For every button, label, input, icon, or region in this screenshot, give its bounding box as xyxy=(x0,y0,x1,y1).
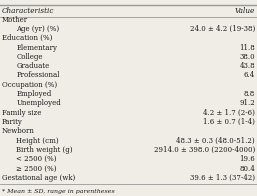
Text: Parity: Parity xyxy=(2,118,23,126)
Text: Education (%): Education (%) xyxy=(2,34,52,42)
Text: Characteristic: Characteristic xyxy=(2,7,54,15)
Text: 8.8: 8.8 xyxy=(244,90,255,98)
Text: Occupation (%): Occupation (%) xyxy=(2,81,57,89)
Text: 11.8: 11.8 xyxy=(239,44,255,52)
Text: Elementary: Elementary xyxy=(16,44,57,52)
Text: Height (cm): Height (cm) xyxy=(16,137,59,145)
Text: College: College xyxy=(16,53,43,61)
Text: 6.4: 6.4 xyxy=(244,72,255,79)
Text: ≥ 2500 (%): ≥ 2500 (%) xyxy=(16,165,57,172)
Text: 19.6: 19.6 xyxy=(239,155,255,163)
Text: 24.0 ± 4.2 (19-38): 24.0 ± 4.2 (19-38) xyxy=(190,25,255,33)
Text: 43.8: 43.8 xyxy=(239,62,255,70)
Text: Mother: Mother xyxy=(2,16,28,24)
Text: Family size: Family size xyxy=(2,109,41,117)
Text: 91.2: 91.2 xyxy=(239,99,255,107)
Text: < 2500 (%): < 2500 (%) xyxy=(16,155,57,163)
Text: 1.6 ± 0.7 (1-4): 1.6 ± 0.7 (1-4) xyxy=(203,118,255,126)
Text: * Mean ± SD, range in parentheses: * Mean ± SD, range in parentheses xyxy=(2,189,115,194)
Text: Gestational age (wk): Gestational age (wk) xyxy=(2,174,75,182)
Text: 4.2 ± 1.7 (2-6): 4.2 ± 1.7 (2-6) xyxy=(203,109,255,117)
Text: Age (yr) (%): Age (yr) (%) xyxy=(16,25,59,33)
Text: 39.6 ± 1.3 (37-42): 39.6 ± 1.3 (37-42) xyxy=(190,174,255,182)
Text: Professional: Professional xyxy=(16,72,60,79)
Text: Employed: Employed xyxy=(16,90,51,98)
Text: Birth weight (g): Birth weight (g) xyxy=(16,146,73,154)
Text: 38.0: 38.0 xyxy=(239,53,255,61)
Text: Newborn: Newborn xyxy=(2,127,35,135)
Text: Unemployed: Unemployed xyxy=(16,99,61,107)
Text: Graduate: Graduate xyxy=(16,62,49,70)
Text: Value: Value xyxy=(235,7,255,15)
Text: 2914.0 ± 398.0 (2200-4000): 2914.0 ± 398.0 (2200-4000) xyxy=(154,146,255,154)
Text: 48.3 ± 0.3 (48.0-51.2): 48.3 ± 0.3 (48.0-51.2) xyxy=(176,137,255,145)
Text: 80.4: 80.4 xyxy=(239,165,255,172)
